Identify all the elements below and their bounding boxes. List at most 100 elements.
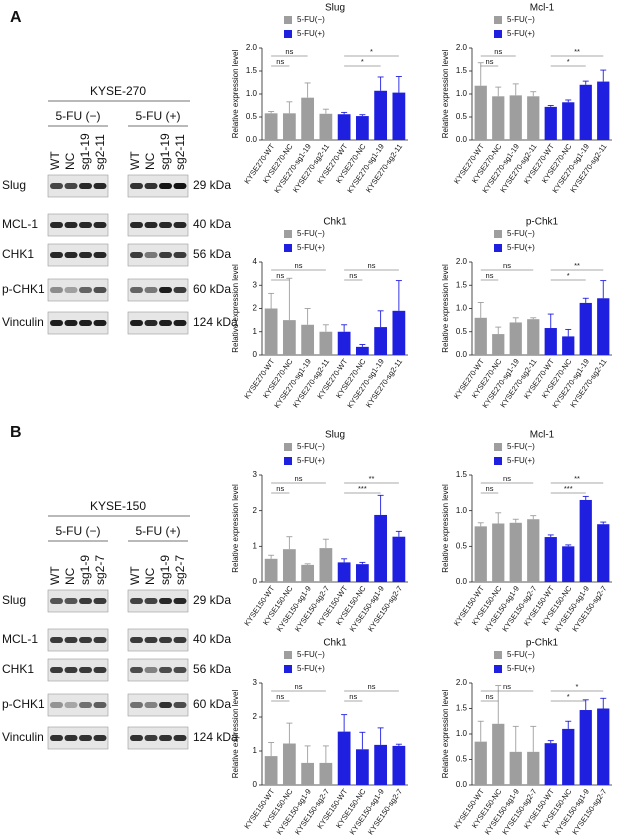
- error-bar: [322, 324, 329, 332]
- band: [79, 320, 92, 326]
- panel-label: A: [10, 9, 22, 26]
- band: [79, 667, 92, 673]
- band: [159, 598, 172, 604]
- band: [130, 287, 143, 293]
- legend-swatch: [284, 457, 292, 465]
- error-bar: [582, 297, 589, 303]
- legend-label: 5-FU(+): [507, 243, 535, 252]
- y-tick-label: 1.5: [246, 66, 258, 75]
- legend-label: 5-FU(−): [297, 442, 325, 451]
- legend-label: 5-FU(−): [507, 650, 535, 659]
- group-label: 5-FU (−): [56, 109, 101, 123]
- bar: [282, 113, 296, 140]
- protein-label: Vinculin: [2, 315, 44, 329]
- band: [50, 735, 63, 741]
- y-tick-label: 0.0: [456, 780, 468, 789]
- error-bar: [377, 76, 384, 91]
- y-tick-label: 0.0: [456, 577, 468, 586]
- significance-label: ns: [503, 474, 511, 483]
- y-tick-label: 1.5: [456, 470, 468, 479]
- significance-label: *: [370, 47, 373, 56]
- significance-label: ns: [349, 692, 357, 701]
- band: [173, 667, 187, 673]
- bar: [355, 564, 369, 582]
- error-bar: [286, 101, 293, 114]
- bar: [527, 751, 540, 785]
- bar: [355, 346, 369, 355]
- blot-box: [127, 628, 189, 652]
- bar: [562, 728, 575, 785]
- y-tick-label: 0: [253, 780, 258, 789]
- y-tick-label: 1.5: [456, 704, 468, 713]
- band: [50, 637, 63, 643]
- legend-label: 5-FU(−): [297, 15, 325, 24]
- band: [64, 287, 78, 293]
- y-tick-label: 1.0: [456, 729, 468, 738]
- bar: [562, 102, 575, 140]
- bar: [492, 523, 505, 582]
- band: [93, 637, 107, 643]
- legend-swatch: [284, 665, 292, 673]
- bar: [474, 317, 487, 355]
- size-label: 40 kDa: [193, 217, 231, 231]
- lane-label: sg1-9: [158, 555, 172, 585]
- legend-swatch: [284, 230, 292, 238]
- y-tick-label: 2.0: [456, 43, 468, 52]
- legend-swatch: [284, 30, 292, 38]
- legend-swatch: [494, 16, 502, 24]
- legend-label: 5-FU(+): [507, 664, 535, 673]
- significance-label: ns: [494, 47, 502, 56]
- lane-label: sg2-11: [93, 134, 107, 170]
- y-tick-label: 0.0: [456, 350, 468, 359]
- y-tick-label: 2: [253, 506, 258, 515]
- significance-label: ns: [276, 271, 284, 280]
- size-label: 60 kDa: [193, 282, 231, 296]
- error-bar: [359, 344, 366, 347]
- error-bar: [341, 324, 348, 332]
- significance-label: ns: [486, 484, 494, 493]
- error-bar: [395, 76, 402, 93]
- significance-label: ns: [276, 57, 284, 66]
- error-bar: [582, 80, 589, 85]
- error-bar: [304, 745, 311, 763]
- protein-label: Vinculin: [2, 730, 44, 744]
- chart-title: Slug: [325, 3, 345, 14]
- band: [64, 735, 78, 741]
- lane-label: sg1-9: [78, 555, 92, 585]
- band: [79, 702, 92, 708]
- lane-label: WT: [128, 566, 142, 585]
- bar: [337, 114, 351, 140]
- significance-label: ns: [276, 692, 284, 701]
- band: [50, 222, 63, 228]
- legend-label: 5-FU(+): [297, 456, 325, 465]
- lane-label: WT: [48, 566, 62, 585]
- significance-label: *: [567, 57, 570, 66]
- significance-label: **: [369, 474, 375, 483]
- error-bar: [359, 561, 366, 565]
- significance-label: ns: [486, 692, 494, 701]
- error-bar: [477, 302, 484, 318]
- significance-label: **: [574, 261, 580, 270]
- bar: [597, 708, 610, 785]
- error-bar: [495, 685, 502, 724]
- significance-label: ns: [486, 271, 494, 280]
- y-axis-label: Relative expression level: [231, 484, 240, 573]
- bar: [337, 562, 351, 582]
- bar: [282, 549, 296, 582]
- lane-label: WT: [128, 151, 142, 170]
- y-tick-label: 0.5: [246, 112, 258, 121]
- bar: [544, 328, 557, 355]
- lane-label: sg2-11: [173, 134, 187, 170]
- band: [173, 735, 187, 741]
- band: [64, 598, 78, 604]
- legend-swatch: [494, 443, 502, 451]
- band: [159, 702, 172, 708]
- error-bar: [565, 99, 572, 103]
- error-bar: [530, 725, 537, 752]
- band: [144, 702, 158, 708]
- legend-label: 5-FU(−): [507, 15, 535, 24]
- size-label: 56 kDa: [193, 662, 231, 676]
- size-label: 29 kDa: [193, 178, 231, 192]
- band: [130, 637, 143, 643]
- error-bar: [530, 317, 537, 320]
